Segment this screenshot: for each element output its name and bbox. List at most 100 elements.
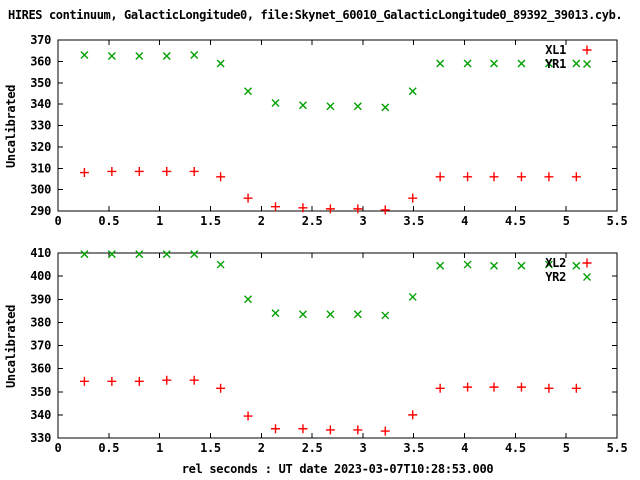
data-point-yr1-cross-marker <box>463 59 472 68</box>
y-tick-label: 370 <box>30 339 51 353</box>
y-tick-label: 380 <box>30 315 51 329</box>
x-tick-label: 0 <box>55 441 62 455</box>
data-point-xl1-plus-marker <box>408 193 418 203</box>
data-point-xl1-plus-marker <box>571 172 581 182</box>
legend-sample-xl1-plus-icon <box>582 45 592 55</box>
y-tick-label: 410 <box>30 246 51 260</box>
legend-label-yr1: YR1 <box>545 57 566 71</box>
data-point-xl2-plus-marker <box>189 375 199 385</box>
data-point-xl2-plus-marker <box>271 424 281 434</box>
data-point-xl2-plus-marker <box>544 383 554 393</box>
y-tick-label: 390 <box>30 292 51 306</box>
y-tick-label: 330 <box>30 119 51 133</box>
data-point-yr1-cross-marker <box>353 102 362 111</box>
data-point-xl1-plus-marker <box>162 166 172 176</box>
data-point-yr1-cross-marker <box>107 52 116 61</box>
x-tick-label: 4 <box>461 214 468 228</box>
data-point-yr1-cross-marker <box>436 59 445 68</box>
y-tick-label: 350 <box>30 385 51 399</box>
data-point-xl2-plus-marker <box>298 424 308 434</box>
data-point-xl2-plus-marker <box>79 376 89 386</box>
y-tick-label: 340 <box>30 97 51 111</box>
x-tick-label: 3.5 <box>403 214 424 228</box>
data-point-yr1-cross-marker <box>408 87 417 96</box>
data-point-yr2-cross-marker <box>298 310 307 319</box>
data-point-xl1-plus-marker <box>353 204 363 214</box>
x-tick-label: 1 <box>156 214 163 228</box>
data-point-yr2-cross-marker <box>244 295 253 304</box>
data-point-yr2-cross-marker <box>107 250 116 259</box>
x-tick-label: 5.5 <box>607 214 628 228</box>
y-axis-label-bottom: Uncalibrated <box>4 304 18 388</box>
data-point-yr1-cross-marker <box>517 59 526 68</box>
y-tick-label: 340 <box>30 408 51 422</box>
data-point-yr1-cross-marker <box>162 52 171 61</box>
data-point-yr2-cross-marker <box>353 310 362 319</box>
data-point-yr2-cross-marker <box>572 261 581 270</box>
data-point-xl1-plus-marker <box>489 172 499 182</box>
x-tick-label: 5.5 <box>607 441 628 455</box>
data-point-xl1-plus-marker <box>516 172 526 182</box>
data-point-xl2-plus-marker <box>571 383 581 393</box>
data-point-yr1-cross-marker <box>271 99 280 108</box>
data-point-yr1-cross-marker <box>298 101 307 110</box>
y-tick-label: 320 <box>30 140 51 154</box>
data-point-yr2-cross-marker <box>381 311 390 320</box>
data-point-xl2-plus-marker <box>380 426 390 436</box>
data-point-xl2-plus-marker <box>408 410 418 420</box>
x-tick-label: 1.5 <box>200 214 221 228</box>
x-tick-label: 0 <box>55 214 62 228</box>
data-point-xl2-plus-marker <box>216 383 226 393</box>
data-point-yr2-cross-marker <box>135 250 144 259</box>
data-point-xl1-plus-marker <box>79 168 89 178</box>
data-point-xl2-plus-marker <box>325 425 335 435</box>
x-tick-label: 2.5 <box>302 441 323 455</box>
data-point-yr2-cross-marker <box>436 261 445 270</box>
x-tick-label: 1 <box>156 441 163 455</box>
data-point-xl2-plus-marker <box>243 411 253 421</box>
chart-title: HIRES continuum, GalacticLongitude0, fil… <box>8 9 623 22</box>
data-point-yr2-cross-marker <box>162 250 171 259</box>
x-tick-label: 5 <box>563 214 570 228</box>
y-tick-label: 310 <box>30 161 51 175</box>
data-point-xl1-plus-marker <box>216 172 226 182</box>
x-tick-label: 3 <box>359 441 366 455</box>
legend-label-yr2: YR2 <box>545 270 566 284</box>
y-tick-label: 370 <box>30 33 51 47</box>
x-tick-label: 4.5 <box>505 214 526 228</box>
data-point-yr2-cross-marker <box>271 309 280 318</box>
data-point-xl1-plus-marker <box>380 205 390 215</box>
y-tick-label: 400 <box>30 269 51 283</box>
data-point-yr1-cross-marker <box>326 102 335 111</box>
data-point-xl2-plus-marker <box>435 383 445 393</box>
data-point-xl2-plus-marker <box>516 382 526 392</box>
data-point-xl2-plus-marker <box>162 375 172 385</box>
data-point-xl1-plus-marker <box>435 172 445 182</box>
data-point-xl1-plus-marker <box>544 172 554 182</box>
data-point-yr1-cross-marker <box>572 59 581 68</box>
legend-sample-yr1-cross-icon <box>583 60 591 68</box>
data-point-xl1-plus-marker <box>189 166 199 176</box>
data-point-yr2-cross-marker <box>517 261 526 270</box>
data-point-yr2-cross-marker <box>463 260 472 269</box>
x-tick-label: 2 <box>258 214 265 228</box>
data-point-yr2-cross-marker <box>490 261 499 270</box>
y-tick-label: 360 <box>30 54 51 68</box>
legend-label-xl1: XL1 <box>545 43 566 57</box>
legend-label-xl2: XL2 <box>545 256 566 270</box>
x-axis-label: rel seconds : UT date 2023-03-07T10:28:5… <box>181 462 494 476</box>
data-point-yr2-cross-marker <box>190 250 199 259</box>
data-point-xl2-plus-marker <box>134 376 144 386</box>
data-point-xl2-plus-marker <box>353 425 363 435</box>
x-tick-label: 0.5 <box>98 441 119 455</box>
legend-sample-yr2-cross-icon <box>583 273 591 281</box>
x-tick-label: 3 <box>359 214 366 228</box>
x-tick-label: 0.5 <box>98 214 119 228</box>
data-point-yr1-cross-marker <box>490 59 499 68</box>
data-point-yr2-cross-marker <box>326 310 335 319</box>
data-point-yr1-cross-marker <box>381 103 390 112</box>
data-point-yr1-cross-marker <box>190 50 199 59</box>
data-point-yr2-cross-marker <box>408 292 417 301</box>
